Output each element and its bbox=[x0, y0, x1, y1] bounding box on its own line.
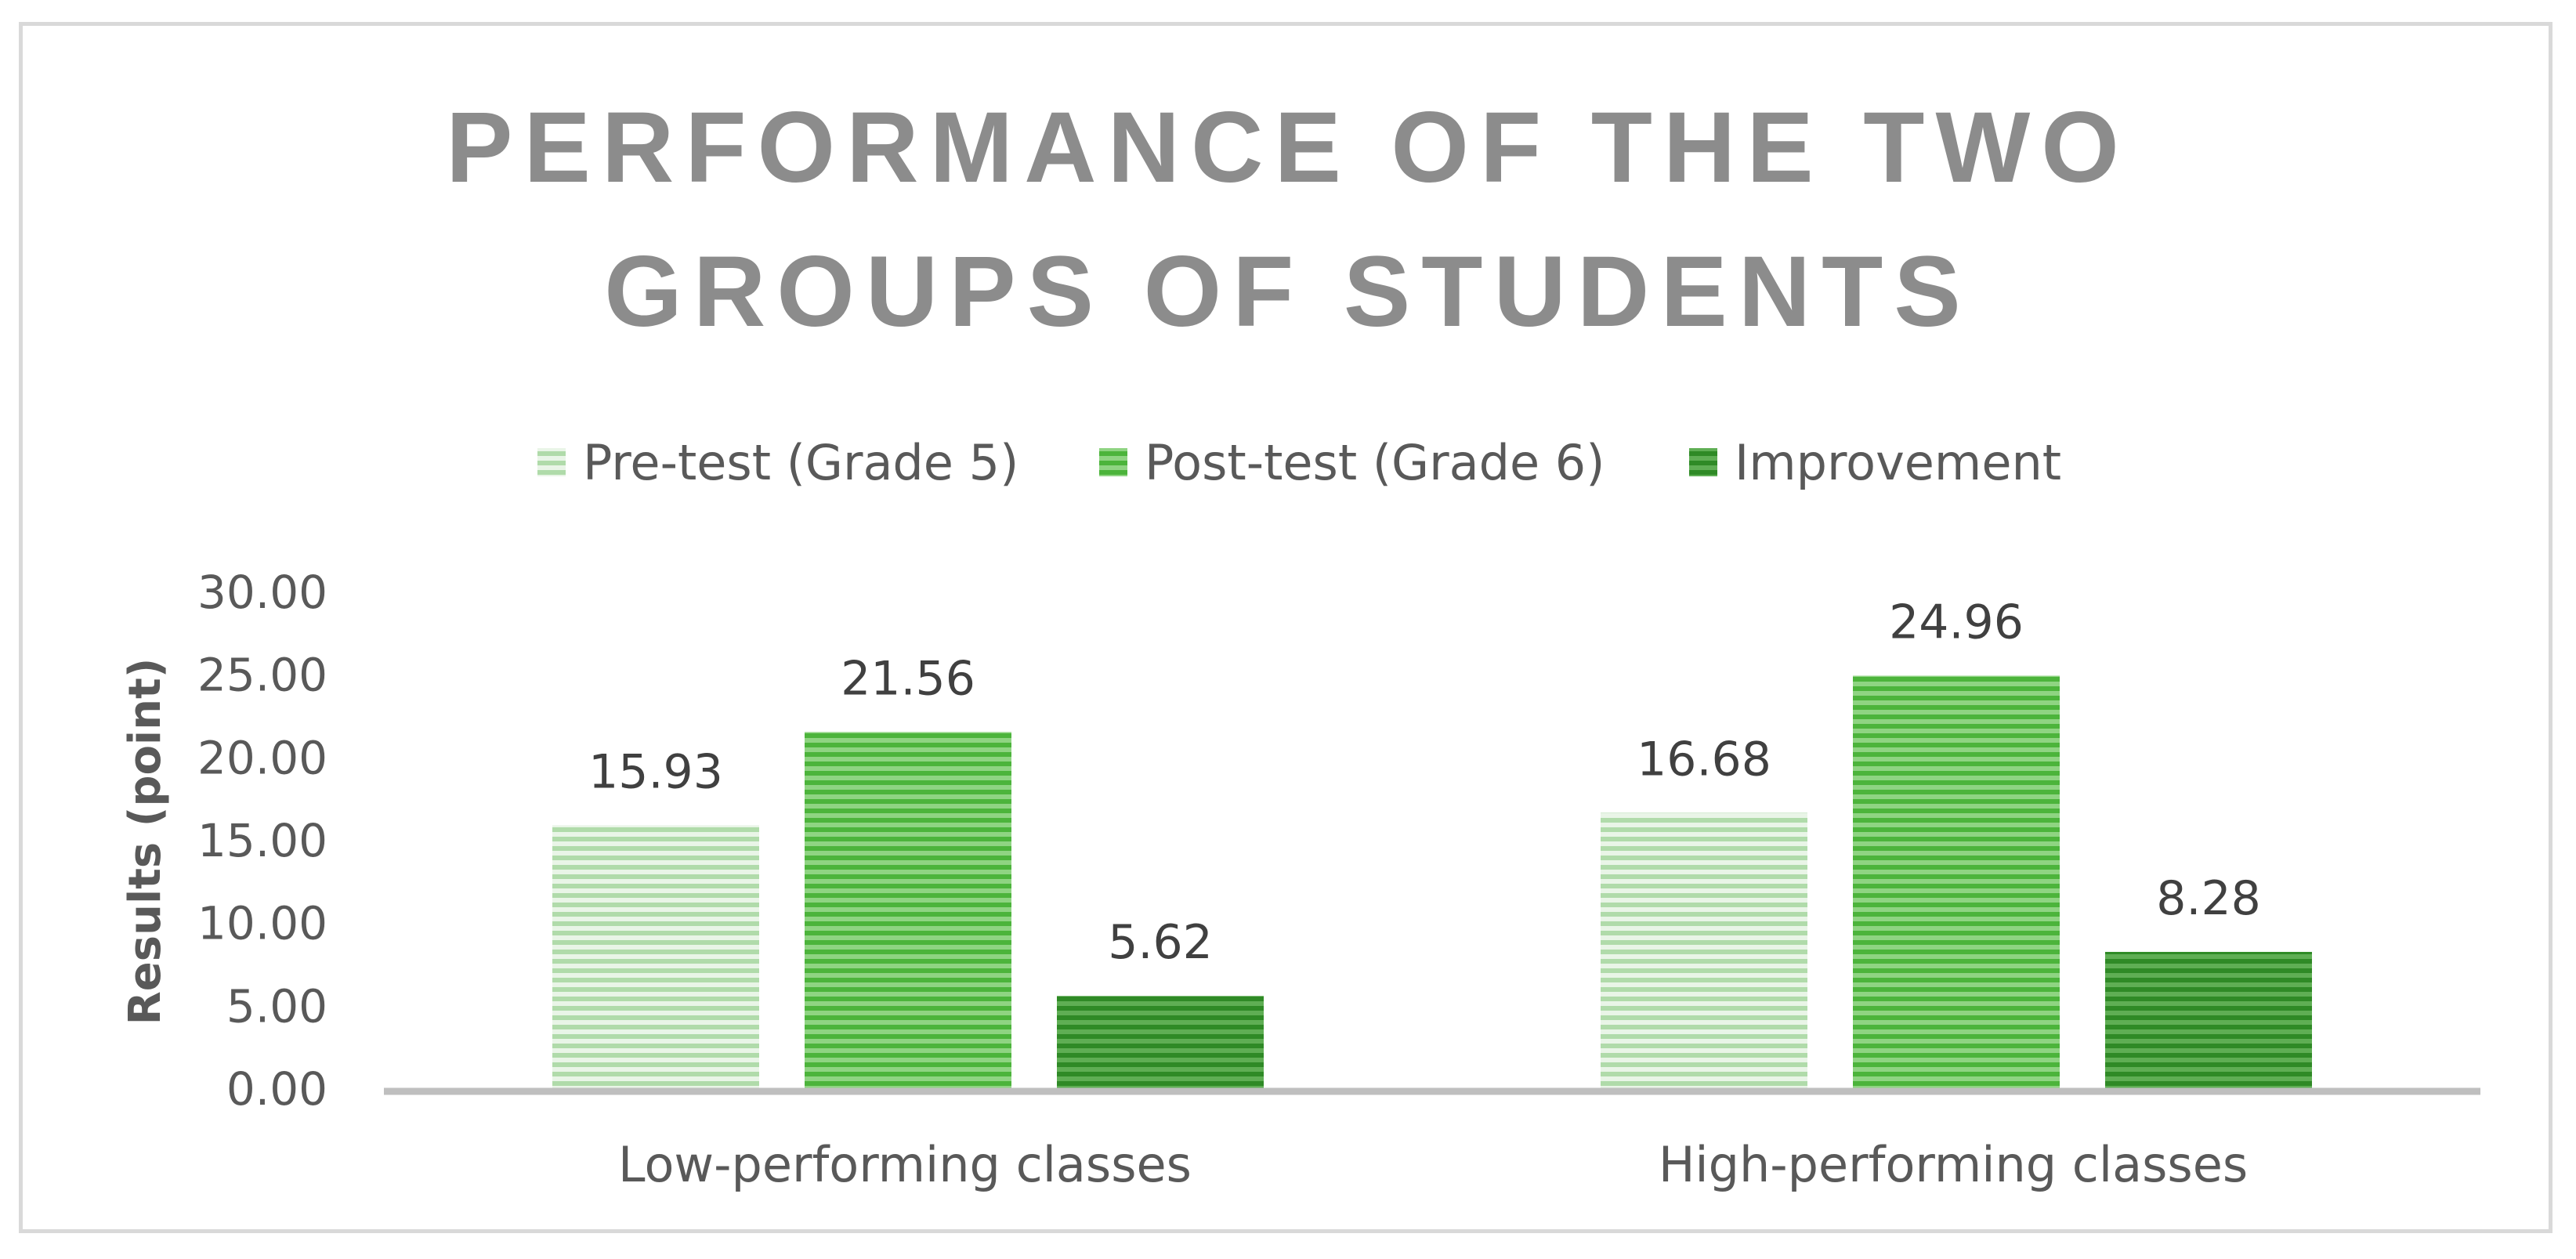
legend-label-3: Improvement bbox=[1735, 434, 2061, 491]
y-axis-label: Results (point) bbox=[120, 658, 171, 1026]
legend-label-2: Post-test (Grade 6) bbox=[1145, 434, 1605, 491]
y-tick-label: 10.00 bbox=[197, 897, 327, 950]
chart-title-line-1: PERFORMANCE OF THE TWO bbox=[446, 92, 2130, 204]
x-axis: Low-performing classes High-performing cl… bbox=[384, 1087, 2480, 1193]
legend: Pre-test (Grade 5) Post-test (Grade 6) Imp… bbox=[537, 434, 2061, 491]
data-label: 8.28 bbox=[2156, 871, 2261, 926]
legend-swatch-3 bbox=[1689, 448, 1717, 476]
y-tick-label: 0.00 bbox=[226, 1062, 327, 1116]
legend-swatch-1 bbox=[537, 448, 566, 476]
bar-2-2 bbox=[1853, 675, 2060, 1089]
y-tick-label: 25.00 bbox=[197, 649, 327, 702]
data-label: 5.62 bbox=[1108, 915, 1213, 970]
y-tick-label: 20.00 bbox=[197, 731, 327, 784]
data-label: 16.68 bbox=[1637, 732, 1771, 787]
bars: 15.93 21.56 5.62 16.68 24.96 8.28 bbox=[552, 595, 2312, 1089]
bar-3-1 bbox=[1057, 996, 1264, 1089]
bar-3-2 bbox=[2105, 952, 2312, 1089]
bar-2-1 bbox=[805, 732, 1011, 1089]
chart-title-line-2: GROUPS OF STUDENTS bbox=[604, 236, 1971, 348]
legend-label-1: Pre-test (Grade 5) bbox=[583, 434, 1018, 491]
y-axis: 0.00 5.00 10.00 15.00 20.00 25.00 30.00 bbox=[197, 566, 327, 1116]
data-label: 15.93 bbox=[588, 744, 723, 799]
data-label: 21.56 bbox=[841, 651, 975, 706]
y-tick-label: 30.00 bbox=[197, 566, 327, 619]
x-category-label: High-performing classes bbox=[1659, 1136, 2248, 1193]
x-category-label: Low-performing classes bbox=[618, 1136, 1192, 1193]
bar-1-2 bbox=[1601, 812, 1807, 1089]
bar-1-1 bbox=[552, 825, 759, 1089]
y-tick-label: 15.00 bbox=[197, 814, 327, 867]
data-label: 24.96 bbox=[1889, 595, 2024, 650]
y-tick-label: 5.00 bbox=[226, 979, 327, 1033]
legend-swatch-2 bbox=[1099, 448, 1127, 476]
